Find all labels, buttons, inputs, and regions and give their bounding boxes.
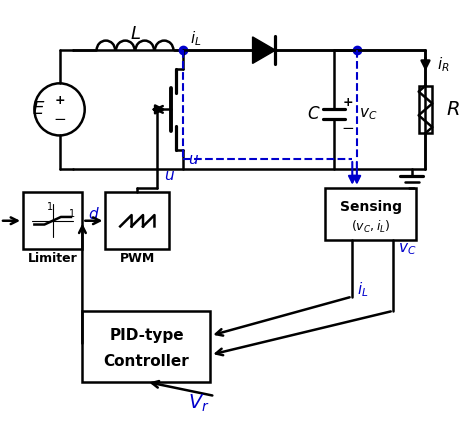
Text: $E$: $E$ (32, 100, 46, 118)
Text: $u$: $u$ (164, 168, 175, 183)
FancyBboxPatch shape (82, 311, 210, 382)
Text: Controller: Controller (104, 354, 189, 369)
FancyBboxPatch shape (419, 86, 432, 133)
Text: $(v_C, i_L)$: $(v_C, i_L)$ (351, 219, 391, 235)
Text: 1: 1 (47, 201, 54, 212)
Text: $v_C$: $v_C$ (359, 106, 378, 122)
FancyBboxPatch shape (105, 192, 169, 249)
FancyBboxPatch shape (325, 187, 416, 240)
Text: $L$: $L$ (129, 25, 140, 43)
Text: $i_L$: $i_L$ (357, 280, 368, 299)
Text: $d$: $d$ (88, 206, 100, 222)
Text: $i_L$: $i_L$ (190, 29, 201, 48)
FancyBboxPatch shape (23, 192, 82, 249)
Text: +: + (54, 94, 65, 108)
Text: +: + (342, 96, 353, 109)
Text: −: − (341, 121, 354, 136)
Text: −: − (53, 112, 66, 127)
Text: $i_R$: $i_R$ (437, 55, 449, 74)
Text: PID-type: PID-type (109, 328, 184, 343)
Polygon shape (253, 37, 275, 64)
Text: $R$: $R$ (446, 100, 460, 119)
Text: PWM: PWM (119, 252, 155, 265)
Text: $V_r$: $V_r$ (188, 393, 210, 414)
Text: Sensing: Sensing (339, 200, 401, 214)
Text: $u$: $u$ (188, 152, 199, 167)
Text: 1: 1 (69, 209, 75, 219)
Text: $C$: $C$ (307, 105, 320, 123)
Text: Limiter: Limiter (28, 252, 78, 265)
Text: $v_C$: $v_C$ (398, 241, 417, 257)
